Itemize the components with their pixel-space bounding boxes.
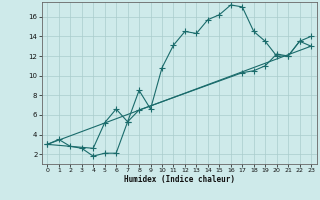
X-axis label: Humidex (Indice chaleur): Humidex (Indice chaleur) [124,175,235,184]
